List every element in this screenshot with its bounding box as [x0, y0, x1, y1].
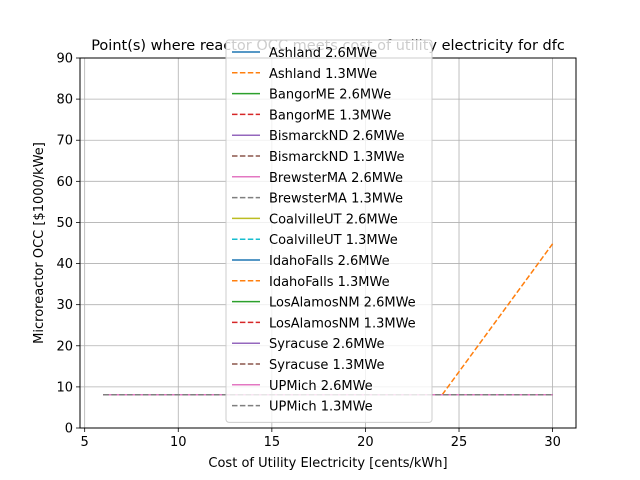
legend-label: Syracuse 1.3MWe [269, 358, 385, 373]
legend-label: Ashland 1.3MWe [269, 67, 377, 82]
legend-label: LosAlamosNM 1.3MWe [269, 316, 416, 331]
x-tick-label: 25 [451, 435, 468, 450]
y-tick-label: 60 [56, 175, 73, 190]
x-tick-label: 30 [544, 435, 561, 450]
legend: Ashland 2.6MWe Ashland 1.3MWe BangorME 2.6… [225, 39, 433, 423]
x-tick-label: 5 [81, 435, 89, 450]
legend-label: Syracuse 2.6MWe [269, 337, 385, 352]
y-axis-label: Microreactor OCC [$1000/kWe] [32, 142, 47, 344]
legend-label: Ashland 2.6MWe [269, 46, 377, 61]
legend-label: UPMich 1.3MWe [269, 400, 373, 415]
y-tick-label: 10 [56, 380, 73, 395]
y-tick-label: 70 [56, 134, 73, 149]
legend-label: IdahoFalls 2.6MWe [269, 254, 390, 269]
y-tick-label: 40 [56, 257, 73, 272]
x-tick-label: 20 [357, 435, 374, 450]
legend-label: LosAlamosNM 2.6MWe [269, 296, 416, 311]
axis-ticks: 5 10 15 20 25 30 0 10 20 30 40 50 60 70 80 90 [56, 52, 560, 451]
legend-label: CoalvilleUT 1.3MWe [269, 233, 398, 248]
legend-label: IdahoFalls 1.3MWe [269, 275, 390, 290]
legend-label: BangorME 2.6MWe [269, 88, 391, 103]
y-tick-label: 30 [56, 298, 73, 313]
legend-label: BangorME 1.3MWe [269, 108, 391, 123]
y-tick-label: 0 [65, 422, 73, 437]
y-tick-label: 90 [56, 52, 73, 67]
legend-label: BismarckND 2.6MWe [269, 129, 405, 144]
legend-label: CoalvilleUT 2.6MWe [269, 212, 398, 227]
y-tick-label: 20 [56, 339, 73, 354]
y-tick-label: 50 [56, 216, 73, 231]
y-tick-label: 80 [56, 93, 73, 108]
legend-frame [225, 39, 433, 423]
x-axis-label: Cost of Utility Electricity [cents/kWh] [208, 456, 447, 471]
legend-label: BrewsterMA 2.6MWe [269, 171, 403, 186]
x-tick-label: 10 [170, 435, 187, 450]
legend-label: UPMich 2.6MWe [269, 379, 373, 394]
x-tick-label: 15 [264, 435, 281, 450]
legend-label: BismarckND 1.3MWe [269, 150, 405, 165]
legend-label: BrewsterMA 1.3MWe [269, 192, 403, 207]
